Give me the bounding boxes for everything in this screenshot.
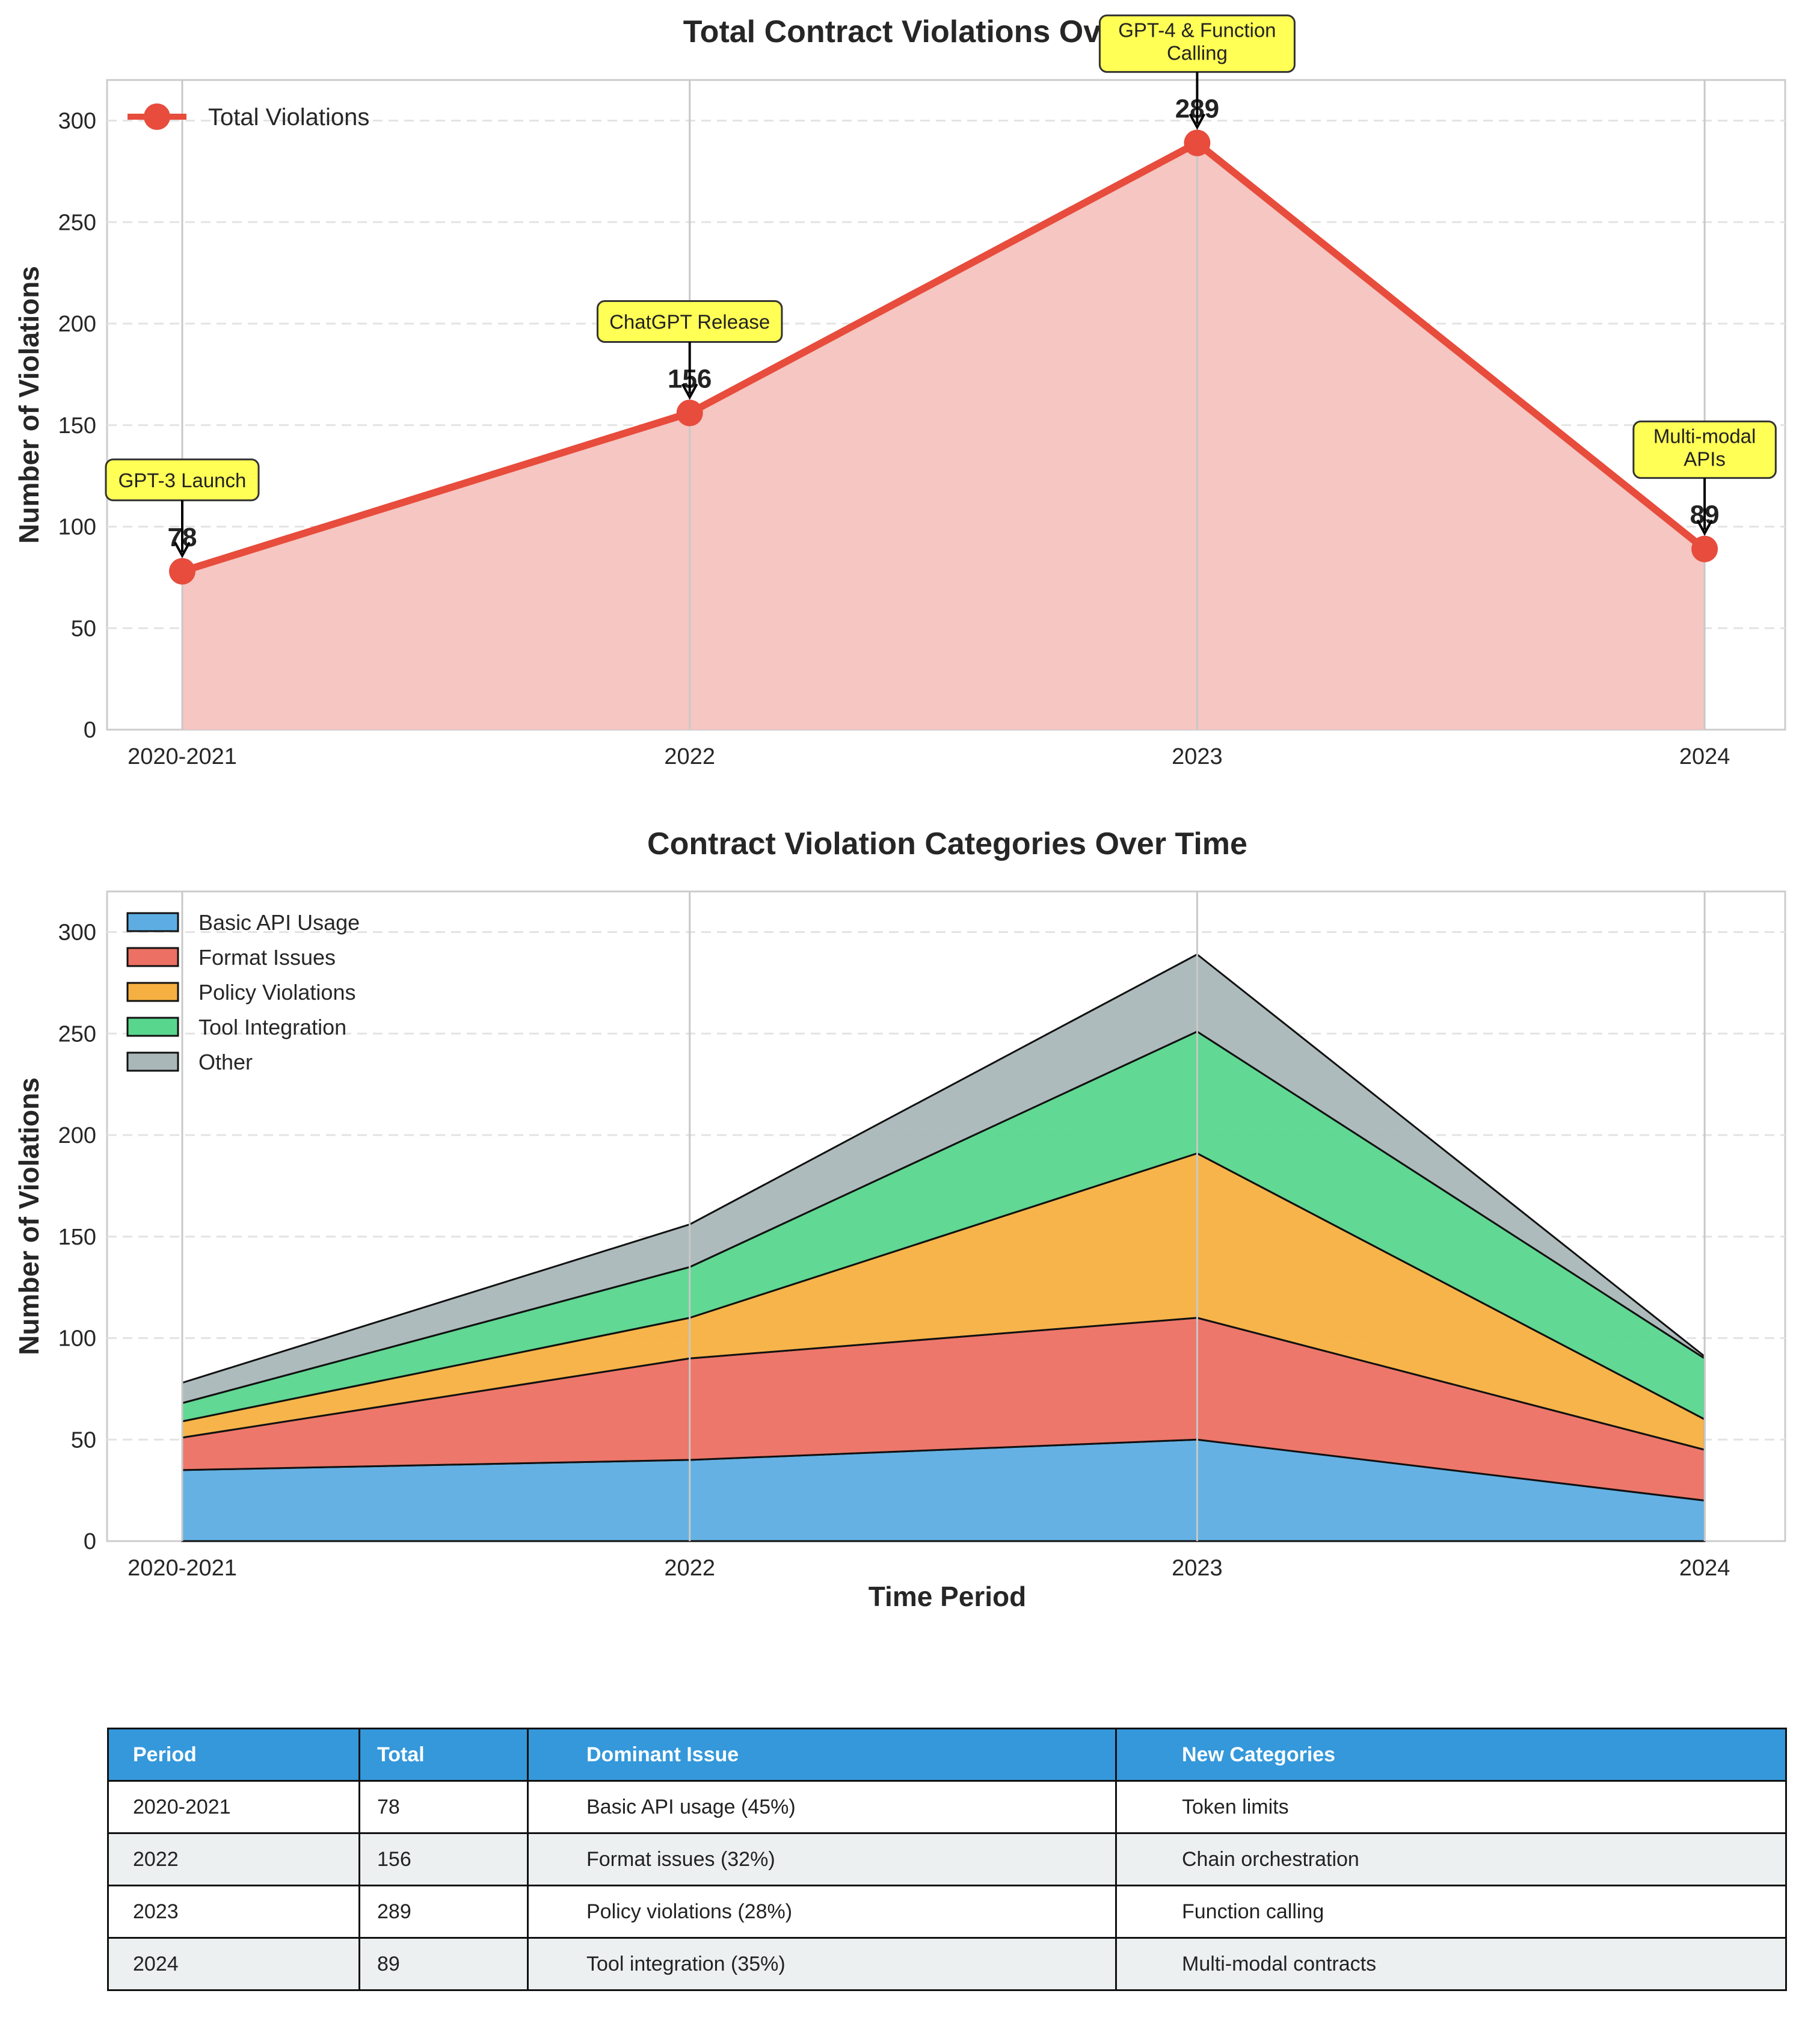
total-violations-area [182,143,1705,730]
top-area-fill [182,143,1705,730]
bottom-vertical-grid [181,891,1706,1541]
y-tick-label: 150 [58,1225,96,1250]
annotation-text: GPT-3 Launch [118,469,247,491]
x-tick-label: 2020-2021 [128,744,237,769]
y-tick-label: 200 [58,1123,96,1148]
y-tick-label: 0 [84,718,96,743]
table-cell-dominant-issue: Policy violations (28%) [527,1885,1117,1939]
table-cell-total: 156 [358,1832,529,1886]
table-cell-total: 89 [358,1937,529,1991]
legend-swatch-icon [126,982,179,1002]
y-tick-label: 200 [58,312,96,337]
table-row: 2023 289 Policy violations (28%) Functio… [107,1885,1787,1939]
table-row: 2022 156 Format issues (32%) Chain orche… [107,1832,1787,1886]
legend-swatch-icon [126,947,179,967]
top-chart: Total Contract Violations Over Time 78GP… [13,14,1786,769]
bottom-chart-title: Contract Violation Categories Over Time [647,827,1247,861]
table-cell-period: 2023 [107,1885,360,1939]
annotation-text: GPT-4 & Function [1118,19,1276,42]
total-violations-point [676,399,703,426]
table-cell-new-categories: Function calling [1115,1885,1787,1939]
y-tick-label: 50 [71,616,96,641]
bottom-y-tick-labels: 0 50 100 150 200 250 300 [58,920,96,1555]
legend-swatch-icon [126,1051,179,1072]
annotation-arrowhead [1696,519,1713,536]
total-violations-point [169,558,195,585]
top-legend-label: Total Violations [208,104,369,131]
bottom-chart: Contract Violation Categories Over Time … [13,827,1786,1612]
y-tick-label: 300 [58,920,96,946]
summary-table: Period Total Dominant Issue New Categori… [107,1728,1787,1991]
y-tick-label: 250 [58,1021,96,1047]
table-cell-dominant-issue: Format issues (32%) [527,1832,1117,1886]
bottom-x-tick-labels: 2020-2021 2022 2023 2024 [128,1556,1730,1581]
table-cell-dominant-issue: Tool integration (35%) [527,1937,1117,1991]
top-series-line [169,129,1718,585]
y-tick-label: 150 [58,413,96,439]
table-row: 2020-2021 78 Basic API usage (45%) Token… [107,1780,1787,1834]
table-cell-dominant-issue: Basic API usage (45%) [527,1780,1117,1834]
table-cell-new-categories: Chain orchestration [1115,1832,1787,1886]
annotation-text: Calling [1167,42,1228,64]
table-cell-total: 78 [358,1780,529,1834]
table-header-period: Period [107,1728,360,1782]
x-tick-label: 2023 [1172,744,1223,769]
table-cell-new-categories: Token limits [1115,1780,1787,1834]
x-tick-label: 2024 [1679,744,1730,769]
legend-label: Basic API Usage [198,910,360,935]
annotation-text: ChatGPT Release [609,311,770,333]
top-legend-marker-icon [144,103,170,130]
top-y-tick-labels: 0 50 100 150 200 250 300 [58,109,96,743]
top-y-axis-label: Number of Violations [13,266,45,544]
total-violations-point [1184,129,1211,156]
top-x-tick-labels: 2020-2021 2022 2023 2024 [128,744,1730,769]
annotation-text: APIs [1684,448,1726,470]
total-violations-point [1691,535,1718,562]
annotation-arrowhead [1189,113,1206,130]
x-tick-label: 2022 [664,744,715,769]
table-header-row: Period Total Dominant Issue New Categori… [107,1728,1787,1782]
bottom-y-axis-label: Number of Violations [13,1077,45,1355]
y-tick-label: 100 [58,515,96,540]
y-tick-label: 300 [58,109,96,134]
table-cell-total: 289 [358,1885,529,1939]
annotation-text: Multi-modal [1653,425,1756,448]
table-row: 2024 89 Tool integration (35%) Multi-mod… [107,1937,1787,1991]
chart-figure: Total Contract Violations Over Time 78GP… [13,14,1786,1612]
y-tick-label: 0 [84,1529,96,1554]
y-tick-label: 250 [58,210,96,235]
x-tick-label: 2022 [664,1556,715,1581]
x-tick-label: 2023 [1172,1556,1223,1581]
total-violations-line [181,139,1707,575]
annotation-arrowhead [681,383,698,400]
x-tick-label: 2020-2021 [128,1556,237,1581]
legend-swatch-icon [126,912,179,932]
bottom-legend: Basic API Usage Format Issues Policy Viola… [126,910,360,1074]
legend-label: Policy Violations [198,980,355,1005]
table-header-dominant-issue: Dominant Issue [527,1728,1117,1782]
table-cell-new-categories: Multi-modal contracts [1115,1937,1787,1991]
table-header-new-categories: New Categories [1115,1728,1787,1782]
table-cell-period: 2024 [107,1937,360,1991]
legend-swatch-icon [126,1017,179,1037]
table-header-total: Total [358,1728,529,1782]
table-cell-period: 2020-2021 [107,1780,360,1834]
table-cell-period: 2022 [107,1832,360,1886]
annotation-arrowhead [174,541,191,558]
x-tick-label: 2024 [1679,1556,1730,1581]
legend-label: Format Issues [198,945,336,970]
bottom-stacked-areas [181,953,1706,1542]
top-legend: Total Violations [128,103,369,131]
legend-label: Tool Integration [198,1015,346,1039]
y-tick-label: 100 [58,1326,96,1352]
y-tick-label: 50 [71,1427,96,1453]
bottom-x-axis-label: Time Period [869,1581,1026,1612]
legend-label: Other [198,1050,253,1074]
